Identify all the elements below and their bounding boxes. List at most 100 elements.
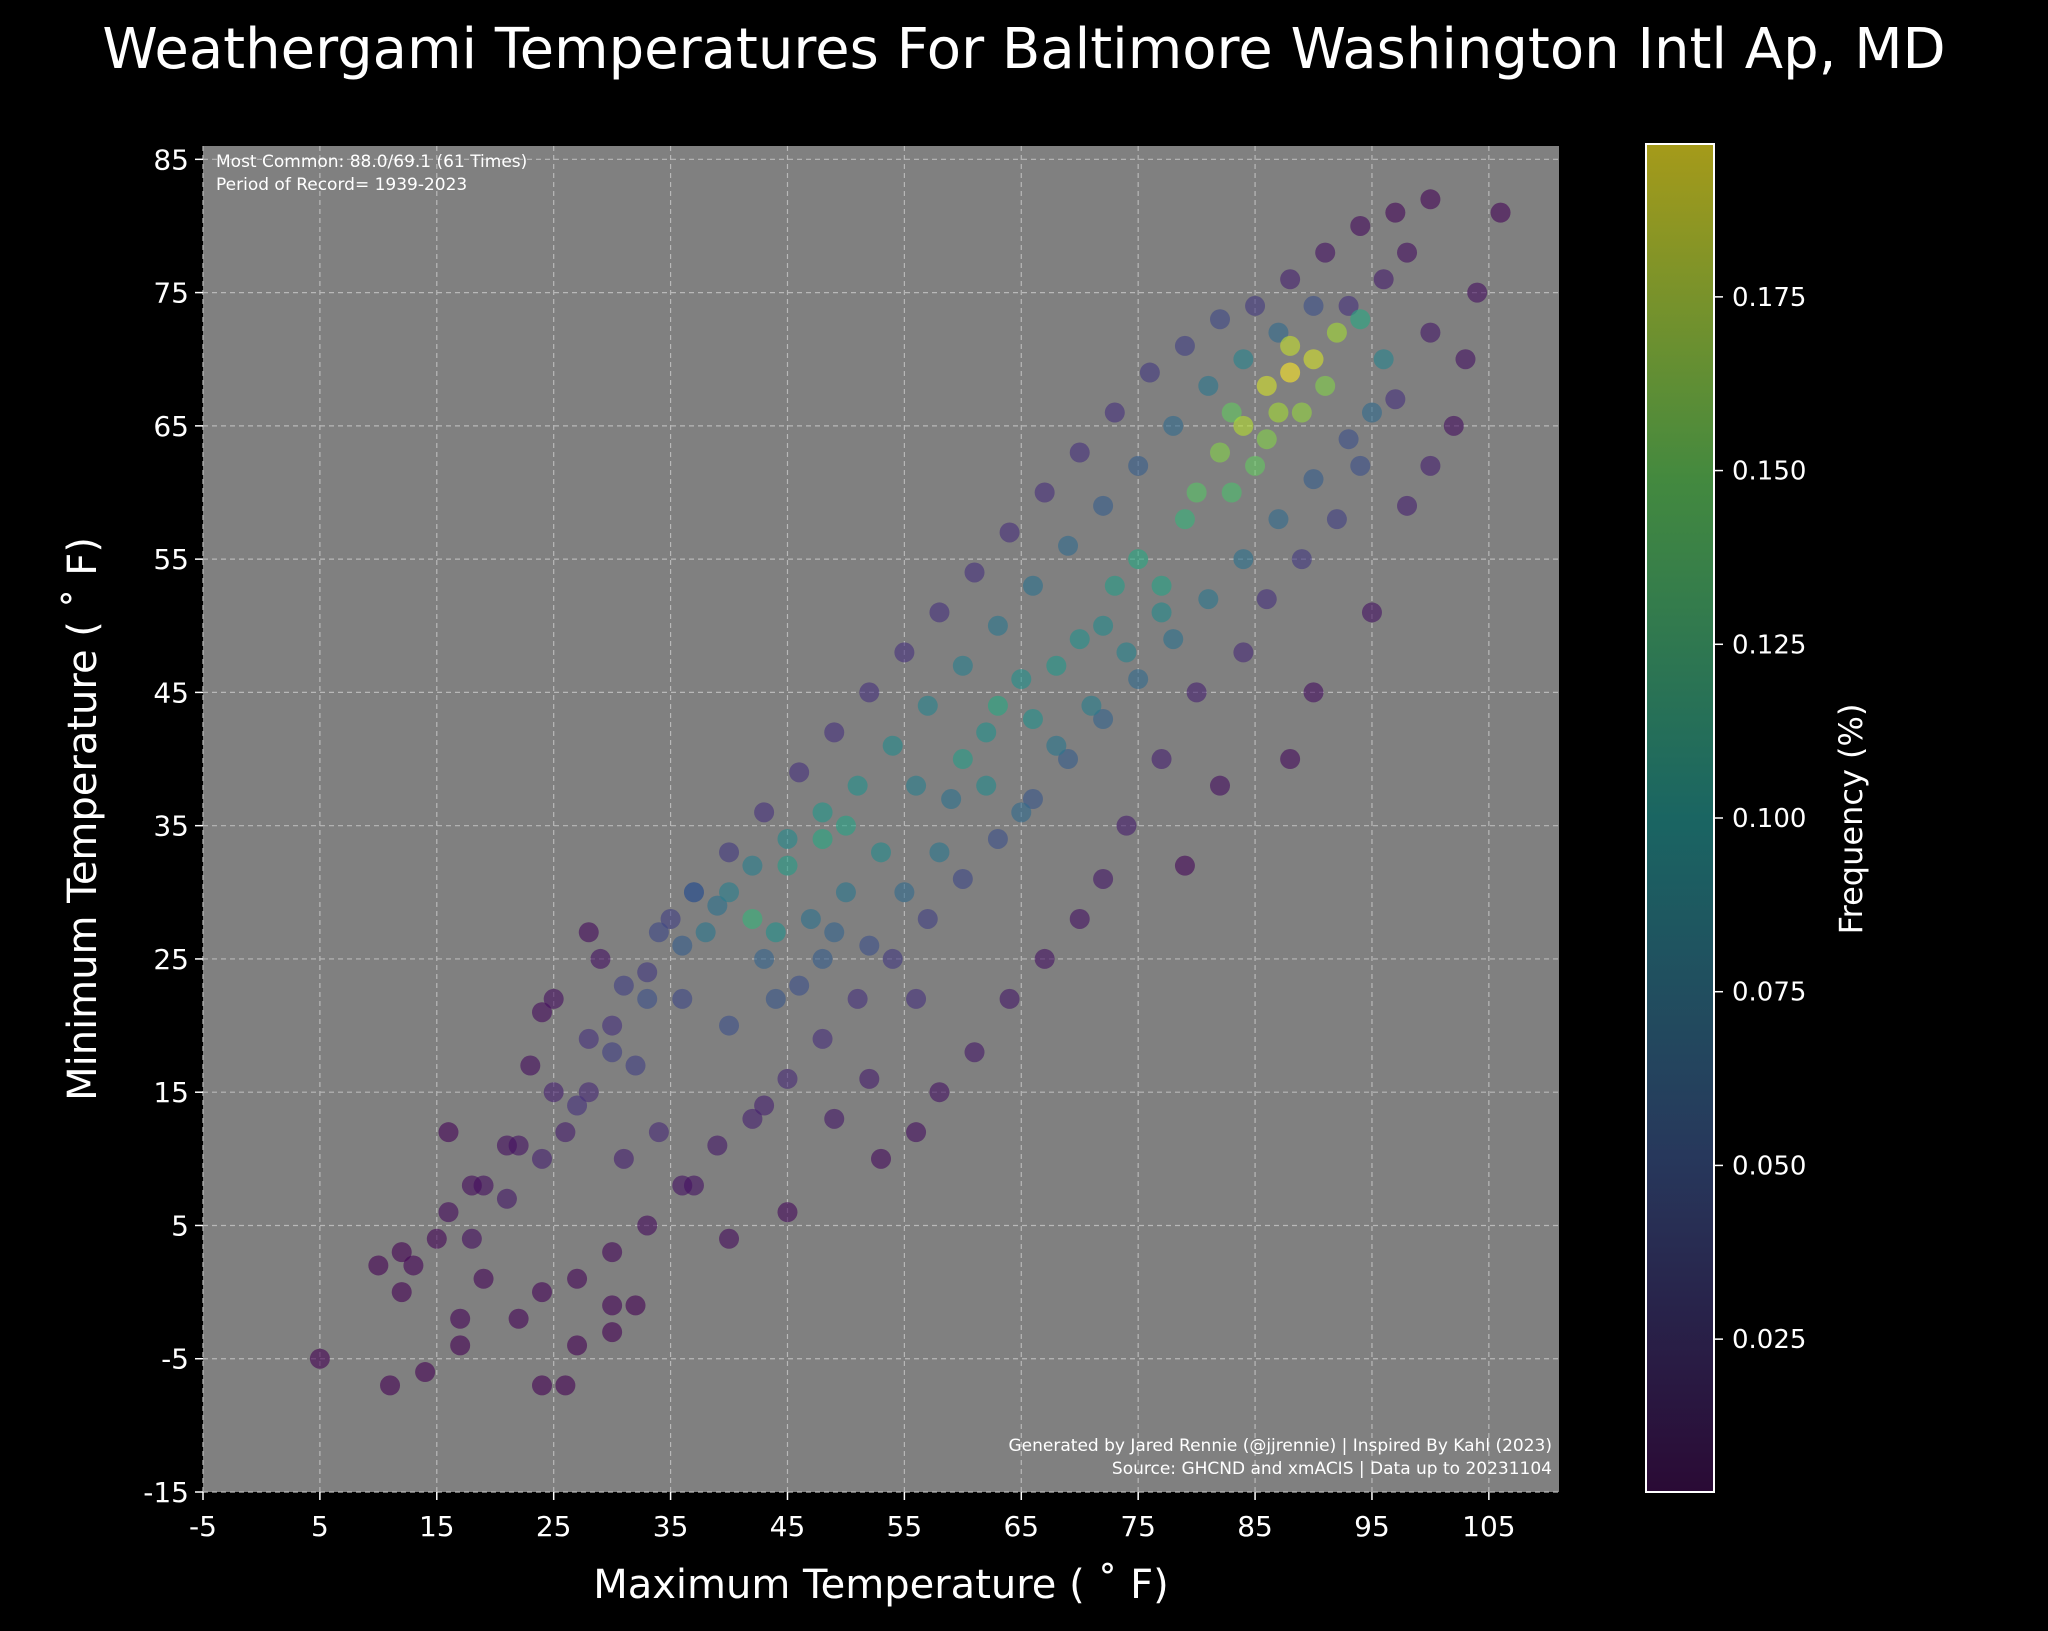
scatter-point	[1104, 402, 1125, 423]
scatter-point	[719, 842, 740, 863]
scatter-point	[871, 842, 891, 863]
scatter-point	[438, 1202, 459, 1223]
scatter-point	[987, 615, 1008, 636]
scatter-point	[871, 1148, 891, 1169]
scatter-point	[882, 735, 903, 756]
chart-title: Weathergami Temperatures For Baltimore W…	[102, 17, 1945, 82]
scatter-point	[1163, 415, 1184, 436]
scatter-point	[637, 1215, 658, 1236]
scatter-point	[1385, 202, 1406, 223]
scatter-point	[1338, 295, 1359, 316]
scatter-point	[613, 1148, 634, 1169]
scatter-point	[765, 988, 786, 1009]
scatter-point	[1022, 709, 1043, 730]
scatter-point	[952, 868, 973, 889]
scatter-point	[929, 602, 950, 623]
scatter-point	[719, 1015, 740, 1036]
scatter-point	[1350, 215, 1371, 236]
scatter-point	[1280, 749, 1301, 770]
x-tick-label: 25	[536, 1510, 572, 1543]
scatter-point	[520, 1055, 541, 1076]
scatter-point	[1373, 349, 1394, 370]
scatter-point	[1210, 775, 1230, 796]
scatter-point	[1069, 908, 1090, 929]
scatter-point	[824, 722, 845, 743]
scatter-point	[719, 882, 740, 903]
most-common-note: Most Common: 88.0/69.1 (61 Times)	[216, 152, 527, 172]
scatter-point	[1128, 669, 1149, 690]
scatter-point	[859, 1068, 880, 1089]
scatter-point	[754, 802, 775, 823]
scatter-point	[1443, 415, 1464, 436]
scatter-point	[695, 922, 716, 943]
scatter-point	[567, 1268, 588, 1289]
scatter-point	[1303, 295, 1324, 316]
scatter-point	[1198, 589, 1219, 610]
scatter-point	[672, 1175, 693, 1196]
scatter-point	[1280, 335, 1301, 356]
scatter-point	[1069, 629, 1090, 650]
scatter-point	[894, 642, 915, 663]
scatter-point	[1245, 455, 1266, 476]
scatter-point	[1303, 349, 1324, 370]
scatter-point	[461, 1228, 482, 1249]
scatter-point	[426, 1228, 447, 1249]
scatter-point	[683, 882, 704, 903]
scatter-point	[1490, 202, 1511, 223]
scatter-point	[882, 948, 903, 969]
scatter-point	[1256, 589, 1277, 610]
scatter-point	[1046, 735, 1067, 756]
scatter-point	[555, 1375, 576, 1396]
y-tick-label: 15	[153, 1076, 189, 1109]
scatter-point	[637, 962, 658, 983]
scatter-point	[1058, 749, 1079, 770]
scatter-point	[438, 1122, 459, 1143]
y-tick-label: 35	[153, 810, 189, 843]
scatter-point	[578, 1082, 599, 1103]
scatter-point	[1268, 509, 1289, 530]
scatter-point	[812, 828, 833, 849]
scatter-point	[987, 828, 1008, 849]
scatter-point	[952, 749, 973, 770]
y-tick-label: 5	[171, 1209, 189, 1242]
scatter-point	[672, 935, 693, 956]
scatter-point	[812, 948, 833, 969]
scatter-point	[555, 1122, 576, 1143]
scatter-point	[532, 1282, 552, 1303]
scatter-point	[1245, 295, 1266, 316]
scatter-point	[1011, 802, 1032, 823]
scatter-point	[1128, 549, 1149, 570]
scatter-point	[1210, 309, 1230, 330]
x-tick-label: 85	[1237, 1510, 1273, 1543]
scatter-point	[1326, 509, 1347, 530]
scatter-point	[1116, 815, 1137, 836]
scatter-point	[906, 988, 927, 1009]
scatter-point	[508, 1135, 529, 1156]
scatter-point	[1174, 335, 1195, 356]
scatter-point	[999, 522, 1020, 543]
scatter-point	[906, 1122, 927, 1143]
y-tick-label: -5	[161, 1343, 189, 1376]
colorbar-tick-label: 0.025	[1732, 1325, 1806, 1355]
scatter-point	[1116, 642, 1137, 663]
colorbar-ticks: 0.025 0.050 0.075 0.100 0.125 0.150 0.175	[1714, 283, 1806, 1355]
scatter-point	[777, 828, 798, 849]
scatter-point	[380, 1375, 401, 1396]
scatter-point	[941, 789, 962, 810]
scatter-point	[1420, 455, 1441, 476]
scatter-point	[1397, 242, 1418, 263]
scatter-point	[1373, 269, 1394, 290]
scatter-point	[1034, 482, 1055, 503]
scatter-point	[964, 1042, 985, 1063]
scatter-point	[602, 1295, 623, 1316]
scatter-point	[1338, 429, 1359, 450]
scatter-point	[1128, 455, 1149, 476]
scatter-point	[1174, 855, 1195, 876]
x-tick-label: 95	[1354, 1510, 1390, 1543]
scatter-point	[415, 1362, 436, 1383]
scatter-point	[824, 1108, 845, 1129]
scatter-point	[578, 1028, 599, 1049]
scatter-point	[1198, 375, 1219, 396]
scatter-point	[1233, 642, 1254, 663]
scatter-point	[1280, 362, 1301, 383]
